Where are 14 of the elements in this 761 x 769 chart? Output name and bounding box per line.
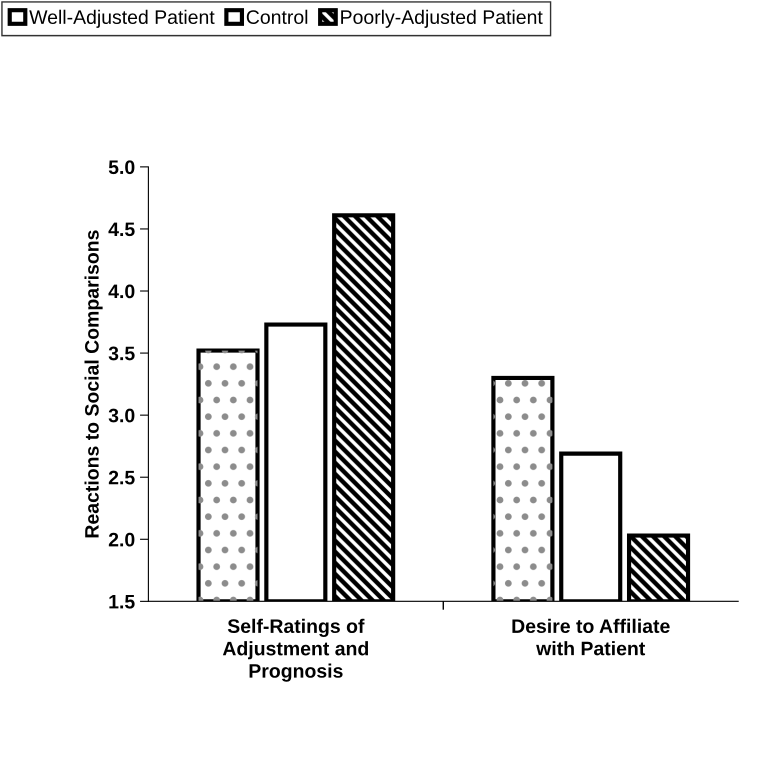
- y-tick-label: 5.0: [108, 160, 134, 174]
- y-tick-label: 1.5: [109, 595, 135, 609]
- legend-label: Control: [246, 10, 308, 24]
- x-tick-label: Self-Ratings of Adjustment and Prognosis: [222, 618, 368, 682]
- legend-label: Well-Adjusted Patient: [29, 10, 215, 28]
- y-tick-label: 2.5: [108, 470, 135, 484]
- y-tick-label: 3.0: [108, 408, 134, 422]
- x-tick-label: Desire to Affiliate with Patient: [512, 618, 670, 656]
- y-tick-label: 4.5: [108, 222, 135, 236]
- legend-label: Poorly-Adjusted Patient: [341, 10, 543, 28]
- y-tick-label: 4.0: [108, 284, 134, 298]
- y-tick-label: 2.0: [108, 532, 134, 547]
- y-tick-label: 3.5: [108, 346, 135, 360]
- y-axis-title: Reactions to Social Comparisons: [84, 230, 103, 538]
